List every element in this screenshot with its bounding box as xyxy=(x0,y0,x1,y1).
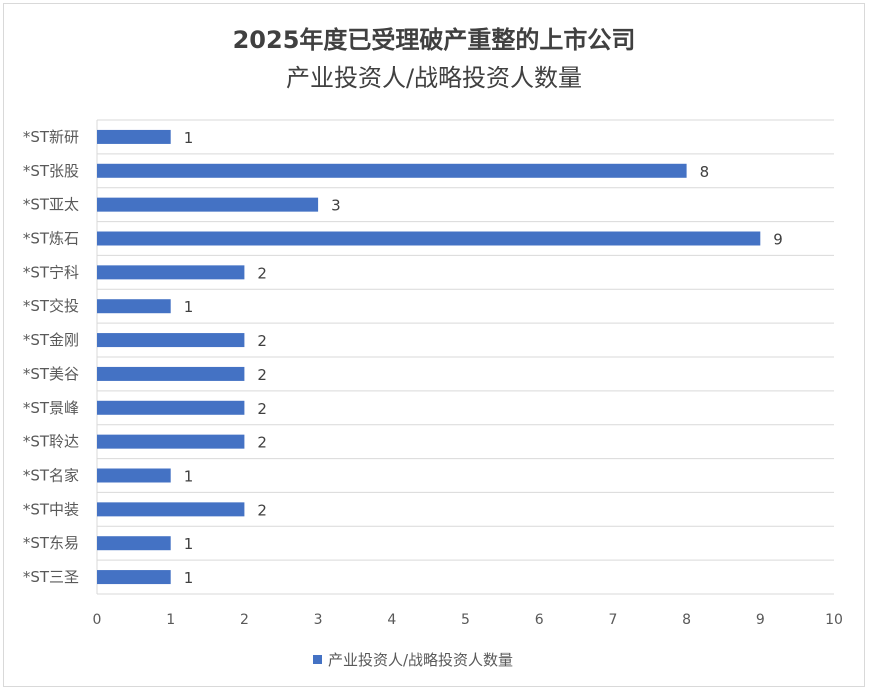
bar xyxy=(97,434,245,449)
legend-swatch xyxy=(313,655,322,664)
category-label: *ST金刚 xyxy=(23,331,79,349)
category-label: *ST聆达 xyxy=(23,433,79,451)
data-label: 9 xyxy=(773,231,783,249)
bar xyxy=(97,366,245,381)
bar xyxy=(97,163,687,178)
x-tick-label: 8 xyxy=(682,612,691,628)
bar xyxy=(97,129,171,144)
data-label: 1 xyxy=(184,468,194,486)
bar xyxy=(97,468,171,483)
data-label: 1 xyxy=(184,569,194,587)
data-label: 2 xyxy=(257,434,267,452)
bar xyxy=(97,333,245,348)
data-label: 1 xyxy=(184,298,194,316)
data-label: 8 xyxy=(700,163,710,181)
category-label: *ST景峰 xyxy=(23,399,79,417)
legend: 产业投资人/战略投资人数量 xyxy=(313,651,513,669)
x-tick-label: 0 xyxy=(93,612,102,628)
bar xyxy=(97,265,245,280)
category-label: *ST交投 xyxy=(23,297,79,315)
category-label: *ST东易 xyxy=(23,534,79,552)
bar xyxy=(97,231,761,246)
bar xyxy=(97,536,171,551)
bar xyxy=(97,502,245,517)
bar xyxy=(97,570,171,585)
data-label: 2 xyxy=(257,332,267,350)
category-label: *ST中装 xyxy=(23,500,79,518)
x-tick-label: 4 xyxy=(387,612,396,628)
bar xyxy=(97,299,171,314)
data-label: 2 xyxy=(257,366,267,384)
category-label: *ST名家 xyxy=(23,467,79,485)
x-tick-label: 5 xyxy=(461,612,470,628)
x-tick-label: 9 xyxy=(756,612,765,628)
data-label: 2 xyxy=(257,400,267,418)
data-label: 3 xyxy=(331,197,341,215)
category-label: *ST炼石 xyxy=(23,230,79,248)
legend-label: 产业投资人/战略投资人数量 xyxy=(328,651,513,669)
x-tick-label: 6 xyxy=(535,612,544,628)
category-label: *ST新研 xyxy=(23,128,79,146)
x-tick-label: 1 xyxy=(166,612,175,628)
bar xyxy=(97,400,245,415)
x-tick-label: 7 xyxy=(608,612,617,628)
category-label: *ST亚太 xyxy=(23,196,79,214)
category-label: *ST三圣 xyxy=(23,568,79,586)
x-tick-label: 10 xyxy=(825,612,843,628)
category-label: *ST宁科 xyxy=(23,263,79,281)
data-label: 1 xyxy=(184,535,194,553)
x-tick-label: 3 xyxy=(314,612,323,628)
chart-title-line2: 产业投资人/战略投资人数量 xyxy=(286,64,582,92)
data-label: 1 xyxy=(184,129,194,147)
chart-title-line1: 2025年度已受理破产重整的上市公司 xyxy=(233,26,636,54)
bar xyxy=(97,197,319,212)
category-label: *ST张股 xyxy=(23,162,79,180)
chart-frame xyxy=(3,3,865,687)
data-label: 2 xyxy=(257,264,267,282)
data-label: 2 xyxy=(257,501,267,519)
category-label: *ST美谷 xyxy=(23,365,79,383)
x-tick-label: 2 xyxy=(240,612,249,628)
